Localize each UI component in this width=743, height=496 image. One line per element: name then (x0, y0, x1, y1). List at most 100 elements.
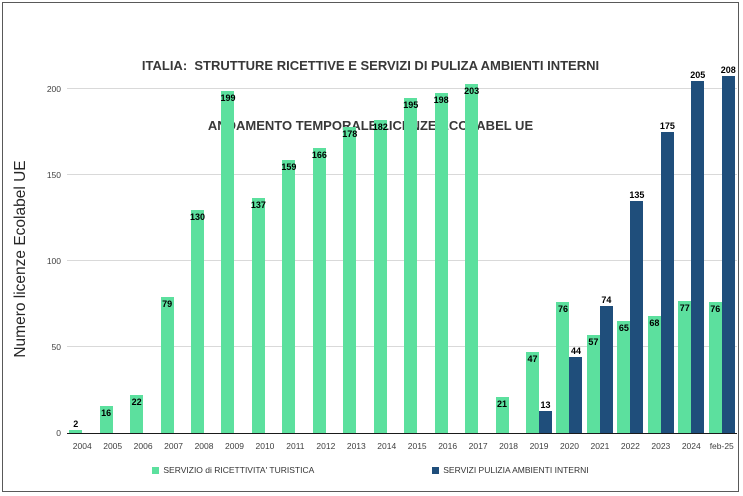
bar-group-2012: 166 (311, 55, 341, 433)
legend-label: SERVIZI PULIZIA AMBIENTI INTERNI (443, 465, 589, 475)
y-tick-label: 0 (56, 428, 61, 438)
x-tick-label: 2015 (407, 441, 427, 451)
bar-value-label: 137 (250, 199, 266, 210)
bar-group-2013: 178 (341, 55, 371, 433)
bar-group-2014: 182 (372, 55, 402, 433)
bar-group-2023: 68 175 (646, 55, 676, 433)
bar: 44 (569, 346, 583, 433)
bar-group-2020: 76 44 (554, 55, 584, 433)
bar: 203 (464, 84, 479, 433)
x-tick-label: 2022 (620, 441, 640, 451)
bar-value-label: 135 (629, 190, 645, 201)
x-tick-label: 2019 (529, 441, 549, 451)
chart-title: ITALIA: STRUTTURE RICETTIVE E SERVIZI DI… (3, 16, 738, 176)
bar-value-label: 208 (720, 64, 736, 75)
y-tick-label: 100 (46, 256, 61, 267)
x-tick-label: 2011 (286, 441, 305, 451)
bar-group-2010: 137 (250, 55, 280, 433)
bar: 130 (190, 209, 205, 433)
bar-groups: 2 16 22 79 130 199 137 159 166 178 182 195 198 203 21 4… (67, 55, 737, 433)
legend-swatch-icon (432, 466, 440, 474)
bar: 2 (69, 419, 83, 433)
bar-value-label: 57 (588, 337, 599, 348)
bar-group-2016: 198 (432, 55, 462, 433)
bar: 76 (556, 302, 570, 433)
bar-value-label: 159 (281, 161, 297, 172)
x-tick-label: 2009 (225, 441, 244, 451)
bar: 208 (721, 65, 736, 433)
x-tick-label: 2007 (164, 441, 184, 451)
x-tick-label: 2010 (255, 441, 275, 451)
bar-value-label: 44 (570, 346, 581, 357)
legend-swatch-icon (152, 466, 160, 474)
x-tick-label: 2018 (499, 441, 519, 451)
chart-frame: ITALIA: STRUTTURE RICETTIVE E SERVIZI DI… (2, 2, 739, 492)
bar: 195 (403, 97, 419, 433)
bar-value-label: 68 (649, 318, 660, 329)
bar: 199 (220, 91, 236, 433)
bar-value-label: 199 (220, 93, 236, 104)
bar: 166 (311, 147, 327, 433)
x-tick-label: 2012 (316, 441, 336, 451)
y-tick-label: 150 (46, 170, 61, 181)
bar: 47 (526, 352, 540, 433)
x-tick-label: 2023 (651, 441, 671, 451)
bar-value-label: 13 (540, 399, 551, 410)
bar-value-label: 47 (527, 354, 538, 365)
bar-value-label: 21 (497, 398, 508, 409)
bar: 65 (617, 321, 631, 433)
bar-group-2015: 195 (402, 55, 432, 433)
bar-value-label: 16 (101, 407, 112, 418)
y-tick-label: 50 (51, 342, 61, 353)
legend: SERVIZIO di RICETTIVITA' TURISTICA SERVIZ… (3, 465, 738, 475)
y-tick-label: 200 (46, 84, 61, 95)
bar: 137 (250, 197, 266, 433)
bar: 159 (281, 159, 297, 433)
bar: 68 (647, 316, 661, 433)
bar-value-label: 195 (403, 99, 419, 110)
bar-value-label: 77 (679, 302, 690, 313)
plot-area: 2 16 22 79 130 199 137 159 166 178 182 195 198 203 21 4… (67, 55, 737, 434)
gridline (67, 174, 737, 176)
legend-label: SERVIZIO di RICETTIVITA' TURISTICA (163, 465, 315, 475)
bar: 182 (373, 120, 388, 433)
bar-value-label: 76 (557, 304, 568, 315)
bar-value-label: 76 (710, 304, 721, 315)
y-axis-title: Numero licenze Ecolabel UE (12, 160, 29, 358)
x-tick-label: 2013 (346, 441, 366, 451)
bar-group-2006: 22 (128, 55, 158, 433)
x-tick-label: feb-25 (709, 441, 734, 451)
bar: 22 (130, 395, 144, 433)
gridline (67, 88, 737, 90)
bar: 16 (99, 405, 113, 433)
bar-value-label: 22 (131, 397, 142, 408)
bar-group-2019: 47 13 (524, 55, 554, 433)
bar-value-label: 198 (433, 94, 449, 105)
bar: 77 (678, 300, 692, 433)
bar-group-2024: 77 205 (676, 55, 706, 433)
bar-value-label: 178 (342, 129, 358, 140)
bar-value-label: 74 (601, 294, 612, 305)
chart-title-line1: ITALIA: STRUTTURE RICETTIVE E SERVIZI DI… (141, 58, 600, 73)
gridline (67, 346, 737, 348)
bar: 13 (539, 400, 553, 433)
bar: 21 (495, 396, 509, 433)
bar-group-2005: 16 (97, 55, 127, 433)
x-tick-label: 2008 (194, 441, 214, 451)
bar-group-feb-25: 76 208 (707, 55, 737, 433)
bar-value-label: 166 (311, 149, 327, 160)
bar-group-2004: 2 (67, 55, 97, 433)
bar-value-label: 175 (659, 121, 675, 132)
x-axis-labels: 2004 2005 2006 2007 2008 2009 2010 2011 2012 2013… (67, 441, 737, 451)
bar-value-label: 2 (73, 418, 79, 429)
legend-item: SERVIZI PULIZIA AMBIENTI INTERNI (432, 465, 589, 475)
bar-value-label: 65 (618, 323, 629, 334)
bar: 205 (690, 70, 705, 433)
bar: 198 (433, 92, 449, 433)
x-tick-label: 2005 (103, 441, 123, 451)
bar: 178 (342, 127, 358, 433)
legend-item: SERVIZIO di RICETTIVITA' TURISTICA (152, 465, 314, 475)
bar-group-2008: 130 (189, 55, 219, 433)
bar: 79 (160, 297, 174, 433)
x-tick-label: 2024 (681, 441, 701, 451)
